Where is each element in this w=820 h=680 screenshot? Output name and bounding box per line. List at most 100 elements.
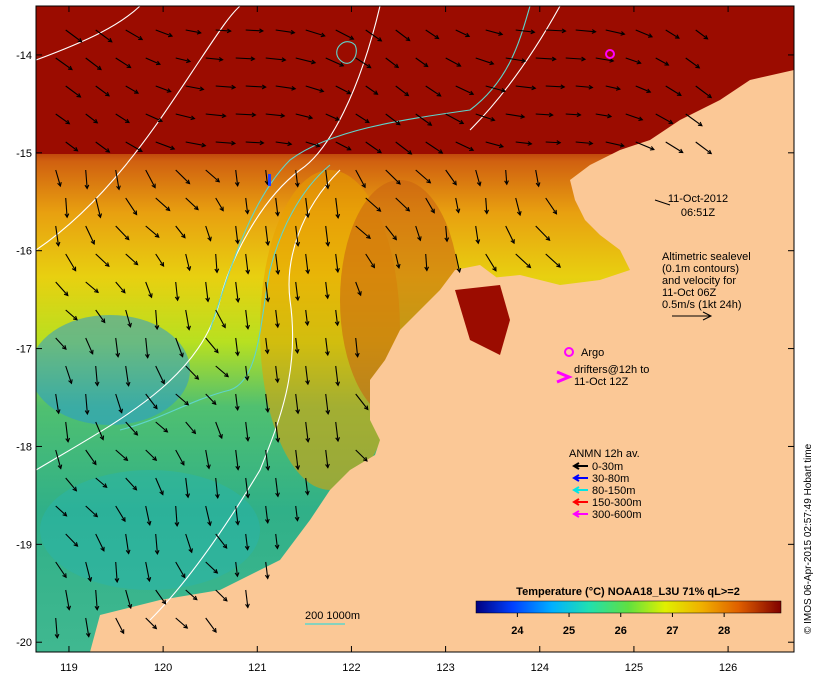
velocity-arrow-head xyxy=(107,37,113,43)
velocity-arrow xyxy=(415,113,432,126)
velocity-arrow xyxy=(275,85,296,90)
velocity-arrow xyxy=(575,85,593,89)
velocity-arrow xyxy=(355,449,368,462)
velocity-arrow xyxy=(95,253,110,267)
velocity-arrow-head xyxy=(221,323,226,329)
velocity-arrow xyxy=(235,449,239,470)
velocity-arrow xyxy=(635,85,651,93)
velocity-arrow xyxy=(695,29,708,40)
lon-tick-label: 123 xyxy=(436,662,454,674)
velocity-arrow xyxy=(95,85,110,97)
velocity-arrow xyxy=(205,617,217,633)
velocity-arrow xyxy=(275,309,279,328)
velocity-arrow-head xyxy=(274,544,280,550)
argo-label: Argo xyxy=(581,347,604,359)
velocity-arrow xyxy=(115,169,120,190)
lon-tick-label: 122 xyxy=(342,662,360,674)
velocity-arrow xyxy=(505,225,515,244)
velocity-arrow-head xyxy=(304,321,310,327)
velocity-arrow-head xyxy=(521,58,527,63)
velocity-arrow-head xyxy=(404,91,410,97)
velocity-arrow-head xyxy=(235,297,241,303)
velocity-arrow-head xyxy=(73,146,79,152)
velocity-arrow xyxy=(605,85,621,90)
velocity-arrow xyxy=(155,309,158,330)
velocity-arrow xyxy=(235,393,239,410)
velocity-arrow xyxy=(265,393,269,412)
velocity-arrow-head xyxy=(90,239,95,245)
velocity-arrow xyxy=(485,197,488,214)
velocity-arrow-head xyxy=(560,84,566,90)
velocity-arrow xyxy=(215,29,231,32)
velocity-arrow-head xyxy=(430,208,435,214)
velocity-arrow xyxy=(175,617,188,629)
velocity-arrow xyxy=(205,113,226,117)
velocity-arrow xyxy=(155,197,171,211)
lon-tick-label: 125 xyxy=(625,662,643,674)
velocity-arrow xyxy=(65,29,82,43)
velocity-arrow-head xyxy=(125,549,131,555)
velocity-arrow-head xyxy=(92,460,97,466)
velocity-arrow-head xyxy=(146,520,152,526)
velocity-arrow xyxy=(175,449,185,466)
velocity-arrow xyxy=(65,533,78,547)
velocity-arrow-head xyxy=(489,60,495,66)
velocity-arrow xyxy=(265,169,268,185)
velocity-arrow xyxy=(65,253,77,271)
velocity-arrow xyxy=(65,309,78,321)
velocity-arrow-head xyxy=(63,291,69,297)
velocity-arrow-head xyxy=(144,353,150,359)
velocity-arrow xyxy=(295,225,299,246)
velocity-arrow-head xyxy=(55,409,61,415)
land-mass xyxy=(90,6,794,652)
velocity-arrow xyxy=(215,85,236,88)
velocity-arrow-head xyxy=(137,147,143,152)
velocity-arrow-head xyxy=(116,185,121,191)
velocity-arrow-head xyxy=(319,88,325,93)
lon-tick-label: 124 xyxy=(531,662,549,674)
velocity-arrow xyxy=(355,113,370,123)
velocity-arrow xyxy=(205,561,218,574)
velocity-arrow-head xyxy=(339,62,345,67)
velocity-arrow xyxy=(365,85,378,95)
velocity-arrow-head xyxy=(100,318,106,324)
anmn-item-label: 30-80m xyxy=(592,473,629,485)
velocity-arrow-head xyxy=(469,90,475,96)
velocity-arrow xyxy=(115,449,128,461)
mooring-marker xyxy=(268,174,271,186)
velocity-arrow-head xyxy=(377,37,383,42)
velocity-arrow-head xyxy=(407,150,413,155)
velocity-arrow xyxy=(475,57,494,65)
velocity-arrow xyxy=(335,365,339,386)
velocity-arrow xyxy=(655,57,669,66)
velocity-arrow-head xyxy=(133,260,139,266)
velocity-arrow-head xyxy=(165,206,171,212)
velocity-arrow xyxy=(445,57,461,67)
velocity-arrow-head xyxy=(214,348,219,354)
velocity-arrow-head xyxy=(504,180,509,186)
velocity-arrow-head xyxy=(295,465,301,471)
velocity-arrow xyxy=(115,225,130,240)
estuary-water xyxy=(455,285,510,355)
velocity-arrow-head xyxy=(212,628,217,633)
velocity-arrow xyxy=(425,29,439,39)
velocity-arrow xyxy=(295,281,299,301)
velocity-arrow-head xyxy=(405,206,411,212)
velocity-arrow-head xyxy=(275,269,281,275)
velocity-arrow-head xyxy=(127,322,132,328)
velocity-arrow xyxy=(175,337,184,357)
velocity-arrow-head xyxy=(275,211,280,217)
velocity-arrow-head xyxy=(65,119,71,125)
velocity-arrow-head xyxy=(551,56,557,62)
velocity-arrow xyxy=(415,225,421,241)
velocity-arrow xyxy=(145,113,163,122)
velocity-arrow-head xyxy=(188,548,193,554)
colorbar-tick-label: 28 xyxy=(718,625,730,637)
velocity-arrow xyxy=(85,113,98,124)
velocity-arrow xyxy=(235,505,239,525)
velocity-arrow-head xyxy=(697,121,703,127)
velocity-arrow-head xyxy=(531,85,537,91)
lat-tick-label: -19 xyxy=(16,539,32,551)
velocity-arrow-head xyxy=(436,92,442,97)
velocity-arrow-head xyxy=(647,33,654,38)
